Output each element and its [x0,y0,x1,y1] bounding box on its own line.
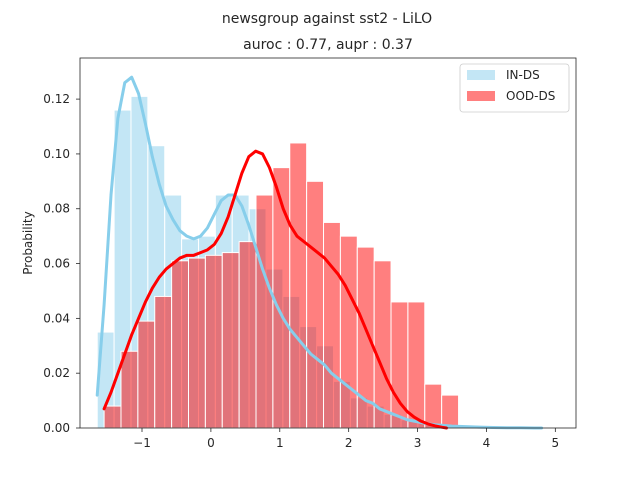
x-tick-label: 5 [552,436,560,450]
x-tick-label: 4 [483,436,491,450]
bar-ood-ds [373,260,392,429]
bar-ood-ds [323,221,341,429]
bar-ood-ds [154,295,173,429]
y-tick-label: 0.04 [43,311,70,325]
y-tick-label: 0.12 [43,92,70,106]
x-tick-label: 1 [276,436,284,450]
bar-ood-ds [221,252,240,429]
bar-ood-ds [188,257,206,429]
y-axis-label: Probability [21,211,35,274]
legend-swatch-in-ds [467,70,495,80]
bar-ood-ds [424,383,443,429]
x-tick-label: 0 [207,436,215,450]
bar-ood-ds [204,254,223,429]
plot-area: −1 0 1 2 3 4 5 0.00 0.02 0.04 0.06 0.08 0.10 0.12 [43,57,577,450]
bar-ood-ds [137,320,156,429]
kde-layer [95,75,544,430]
figure-suptitle: newsgroup against sst2 - LiLO [222,11,432,27]
y-tick-label: 0.00 [43,421,70,435]
legend-label-ood-ds: OOD-DS [506,89,555,103]
chart-title: auroc : 0.77, aupr : 0.37 [243,37,413,53]
legend-label-in-ds: IN-DS [506,68,540,82]
legend-swatch-ood-ds [467,91,495,101]
bar-ood-ds [339,235,358,429]
bar-ood-ds [255,194,274,429]
axes-frame [79,57,577,429]
kde-line-ood-ds [102,149,448,430]
bar-ood-ds [306,180,325,429]
y-tick-label: 0.08 [43,202,70,216]
x-tick-label: 2 [345,436,353,450]
x-tick-label: 3 [414,436,422,450]
bar-ood-ds [238,241,257,429]
bar-ood-ds [289,142,308,429]
x-axis-ticks: −1 0 1 2 3 4 5 [133,428,559,450]
bar-ood-ds [407,301,426,429]
bar-ood-ds [171,260,189,429]
y-tick-label: 0.06 [43,257,70,271]
y-axis-ticks: 0.00 0.02 0.04 0.06 0.08 0.10 0.12 [43,92,80,435]
bars-ood-ds [103,142,460,429]
legend: IN-DS OOD-DS [459,63,570,113]
bar-ood-ds [441,394,460,429]
y-tick-label: 0.02 [43,366,70,380]
y-tick-label: 0.10 [43,147,70,161]
bar-ood-ds [120,350,139,429]
x-tick-label: −1 [133,436,151,450]
bar-ood-ds [103,405,122,429]
